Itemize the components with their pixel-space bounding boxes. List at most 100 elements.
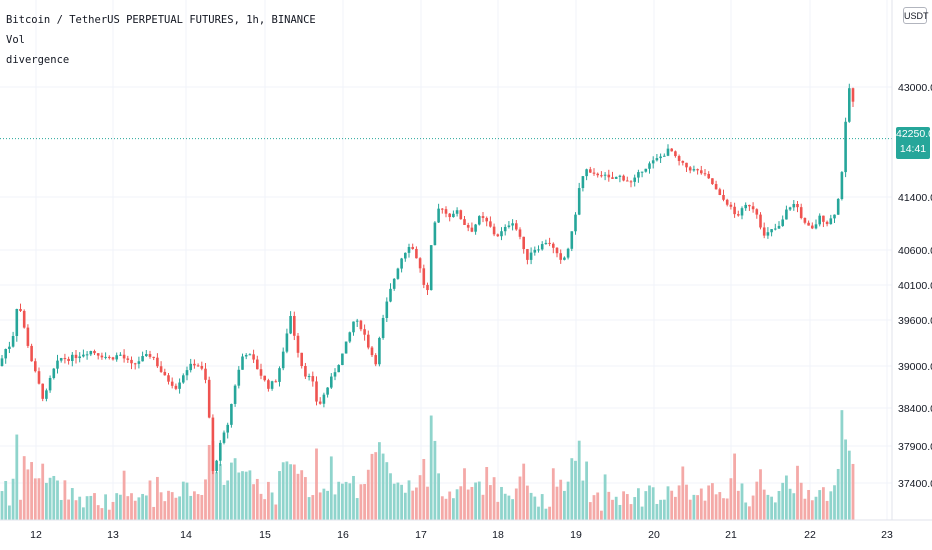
candles <box>0 83 855 475</box>
candle-body <box>122 354 126 359</box>
volume-bar <box>736 490 740 520</box>
volume-bar <box>788 488 792 520</box>
candle-body <box>178 382 181 389</box>
candle-body <box>341 353 344 366</box>
candle-body <box>796 203 799 208</box>
volume-bar <box>329 456 333 520</box>
volume-bar <box>751 495 755 520</box>
candle-body <box>367 334 370 348</box>
candle-body <box>526 249 529 260</box>
candle-body <box>141 356 144 362</box>
candle-body <box>629 181 633 183</box>
candle-body <box>274 381 278 383</box>
volume-bar <box>111 501 115 520</box>
volume-bar <box>259 493 263 520</box>
volume-bar <box>322 488 326 520</box>
volume-bar <box>622 491 625 520</box>
candle-body <box>748 204 751 207</box>
volume-bar <box>485 467 489 520</box>
candle-body <box>481 216 485 218</box>
candle-body <box>574 214 577 232</box>
candle-body <box>315 381 318 402</box>
volume-bar <box>722 498 725 520</box>
candle-body <box>792 203 796 208</box>
volume-bar <box>37 478 41 520</box>
volume-indicator-label[interactable]: Vol <box>6 34 25 46</box>
candle-body <box>822 215 825 222</box>
candle-body <box>385 301 389 318</box>
candle-body <box>426 284 429 291</box>
candle-body <box>788 207 792 210</box>
candle-body <box>626 180 629 182</box>
volume-bar <box>289 464 292 520</box>
volume-bars <box>0 410 855 520</box>
candle-body <box>833 214 836 219</box>
symbol-title[interactable]: Bitcoin / TetherUS PERPETUAL FUTURES, 1h… <box>6 14 316 26</box>
price-axis[interactable]: 43000.0 41400.0 40600.0 40100.0 39600.0 39000… <box>898 82 932 490</box>
volume-bar <box>840 410 844 520</box>
candle-body <box>540 244 544 250</box>
time-tick-label: 14 <box>180 529 192 541</box>
candle-body <box>415 248 418 259</box>
volume-bar <box>625 494 629 520</box>
candle-body <box>518 229 522 237</box>
candle-body <box>563 257 566 260</box>
volume-bar <box>418 475 422 520</box>
volume-bar <box>648 485 651 520</box>
candle-body <box>230 403 233 425</box>
candle-body <box>600 175 603 177</box>
candle-body <box>222 432 226 443</box>
candle-body <box>463 219 466 225</box>
candle-body <box>167 375 170 382</box>
candle-body <box>82 354 85 357</box>
volume-bar <box>762 489 766 520</box>
candle-body <box>729 204 733 207</box>
candle-body <box>100 355 104 358</box>
time-tick-label: 15 <box>259 529 271 541</box>
candle-body <box>126 358 130 360</box>
currency-button[interactable]: USDT <box>903 7 929 24</box>
candle-body <box>304 366 307 377</box>
candle-body <box>0 358 4 366</box>
volume-bar <box>603 474 607 520</box>
volume-bar <box>588 502 592 520</box>
volume-bar <box>211 441 215 520</box>
volume-bar <box>300 470 304 520</box>
candle-body <box>285 333 289 352</box>
candle-body <box>692 169 696 171</box>
volume-bar <box>341 483 344 520</box>
volume-bar <box>507 495 511 520</box>
time-axis[interactable]: 12 13 14 15 16 17 18 19 20 21 22 23 <box>30 529 893 541</box>
volume-bar <box>89 495 93 520</box>
volume-bar <box>455 489 459 520</box>
candle-body <box>137 361 141 364</box>
candle-body <box>737 214 740 216</box>
candle-body <box>555 247 559 254</box>
divergence-indicator-label[interactable]: divergence <box>6 54 70 66</box>
volume-bar <box>725 498 729 520</box>
volume-bar <box>374 452 378 520</box>
volume-bar <box>141 493 144 520</box>
candle-body <box>89 351 93 355</box>
volume-bar <box>448 491 452 520</box>
volume-bar <box>348 483 352 520</box>
volume-bar <box>699 488 703 520</box>
candle-body <box>485 217 488 222</box>
volume-bar <box>163 501 167 520</box>
volume-bar <box>659 499 662 520</box>
volume-bar <box>714 494 718 520</box>
volume-bar <box>107 509 111 520</box>
candle-body <box>381 317 385 338</box>
volume-bar <box>178 496 181 520</box>
volume-bar <box>181 481 185 520</box>
volume-bar <box>126 496 130 520</box>
volume-bar <box>825 500 829 520</box>
volume-bar <box>218 464 222 520</box>
volume-bar <box>137 497 141 520</box>
volume-bar <box>230 462 233 520</box>
time-tick-label: 13 <box>107 529 119 541</box>
candle-body <box>814 224 818 229</box>
volume-bar <box>755 481 759 520</box>
volume-bar <box>703 500 707 520</box>
